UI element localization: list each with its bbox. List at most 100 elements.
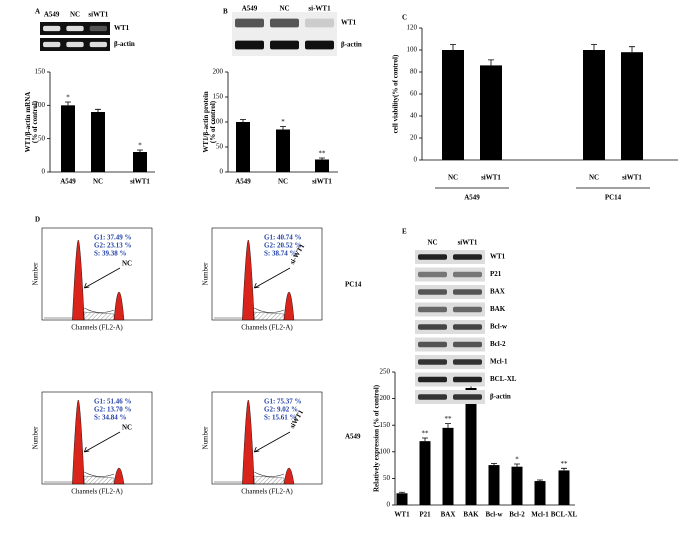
y-tick-label: 80 [410, 68, 418, 76]
panel-letter: D [35, 216, 40, 224]
bar [419, 441, 431, 505]
band [453, 306, 482, 313]
g1-peak [242, 399, 255, 485]
band [89, 41, 107, 48]
arrow [253, 431, 291, 453]
band [270, 18, 299, 28]
y-tick-label: 0 [220, 168, 224, 176]
x-tick-label: siWT1 [312, 178, 332, 186]
blot-label: β-actin [114, 40, 135, 48]
y-tick-label: 100 [35, 101, 46, 109]
y-tick-label: 60 [410, 90, 418, 98]
group-label: A549 [464, 194, 480, 202]
panel-letter: B [223, 8, 228, 16]
bar [442, 427, 454, 505]
bar [236, 122, 250, 172]
phase-stat: S: 34.84 % [94, 414, 126, 422]
x-tick-label: Bcl-2 [509, 511, 525, 519]
flow-x-label: Channels (FL2-A) [241, 324, 293, 332]
phase-stat: G1: 75.37 % [264, 398, 302, 406]
s-phase [253, 311, 285, 321]
x-tick-label: siWT1 [130, 178, 150, 186]
error-bar [399, 491, 405, 494]
phase-stat: G2: 20.52 % [264, 242, 302, 250]
band [43, 41, 61, 48]
error-bar [514, 463, 520, 467]
y-axis-label: Relatively expression (% of control) [373, 384, 381, 492]
error-bar [537, 479, 543, 482]
blot-strip [415, 355, 485, 369]
blot-label: BAX [490, 288, 505, 296]
error-bar [488, 59, 494, 66]
significance: ** [445, 415, 453, 423]
band [235, 18, 264, 28]
lane-label: NC [70, 11, 80, 19]
blot-strip [415, 250, 485, 264]
x-tick-label: A549 [235, 178, 251, 186]
error-bar [450, 44, 456, 50]
blot-label: β-actin [341, 41, 362, 49]
g2-peak [283, 467, 295, 485]
panel-letter: C [402, 14, 407, 22]
y-tick-label: 100 [213, 118, 224, 126]
significance: * [138, 142, 142, 150]
blot-label: Mcl-1 [490, 358, 508, 366]
arrow-label: NC [122, 260, 132, 268]
error-bar [240, 119, 246, 122]
arrow-label: NC [122, 424, 132, 432]
significance: ** [422, 430, 430, 438]
g2-peak [113, 467, 125, 485]
y-axis-label: (% of control) [31, 100, 39, 143]
band [305, 40, 334, 50]
significance: * [66, 94, 70, 102]
blot-label: P21 [490, 270, 502, 278]
band [66, 25, 84, 32]
y-tick-label: 150 [213, 93, 224, 101]
g1-peak [72, 239, 85, 321]
y-tick-label: 150 [380, 421, 391, 429]
y-tick-label: 120 [407, 24, 418, 32]
y-axis-label: WT1/β-actin protein [202, 91, 210, 152]
blot-label: BAK [490, 305, 506, 313]
lane-label: A549 [44, 11, 60, 19]
band [89, 25, 107, 32]
y-tick-label: 0 [414, 156, 418, 164]
y-tick-label: 200 [213, 68, 224, 76]
y-tick-label: 40 [410, 112, 418, 120]
error-bar [629, 46, 635, 53]
bar [442, 50, 464, 160]
blot-label: β-actin [490, 393, 511, 401]
cell-line-label: PC14 [345, 281, 362, 289]
error-bar [95, 108, 101, 112]
flow-y-label: Number [32, 426, 40, 450]
bar [396, 493, 408, 505]
x-tick-label: siWT1 [622, 174, 642, 182]
bar [61, 105, 75, 172]
bar [511, 466, 523, 505]
significance: ** [319, 150, 327, 158]
panel-letter: E [402, 228, 407, 236]
y-tick-label: 200 [380, 394, 391, 402]
x-tick-label: NC [278, 178, 288, 186]
x-tick-label: A549 [60, 178, 76, 186]
g2-peak [283, 292, 295, 321]
band [418, 254, 447, 260]
phase-stat: G2: 13.70 % [94, 406, 132, 414]
error-bar [65, 101, 71, 106]
flow-x-label: Channels (FL2-A) [71, 324, 123, 332]
y-axis-label: WT1/β-actin mRNA [24, 92, 32, 153]
x-tick-label: BAK [463, 511, 479, 519]
x-tick-label: NC [448, 174, 458, 182]
band [453, 376, 482, 383]
phase-stat: G2: 9.02 % [264, 406, 298, 414]
bar [558, 470, 570, 505]
y-tick-label: 100 [407, 46, 418, 54]
blot-label: Bcl-w [490, 323, 508, 331]
s-phase [83, 311, 115, 321]
error-bar [319, 157, 325, 160]
y-axis-label: cell viability(% of control) [392, 54, 400, 133]
lane-label: si-WT1 [308, 5, 331, 13]
flow-x-label: Channels (FL2-A) [71, 488, 123, 496]
y-tick-label: 150 [35, 68, 46, 76]
